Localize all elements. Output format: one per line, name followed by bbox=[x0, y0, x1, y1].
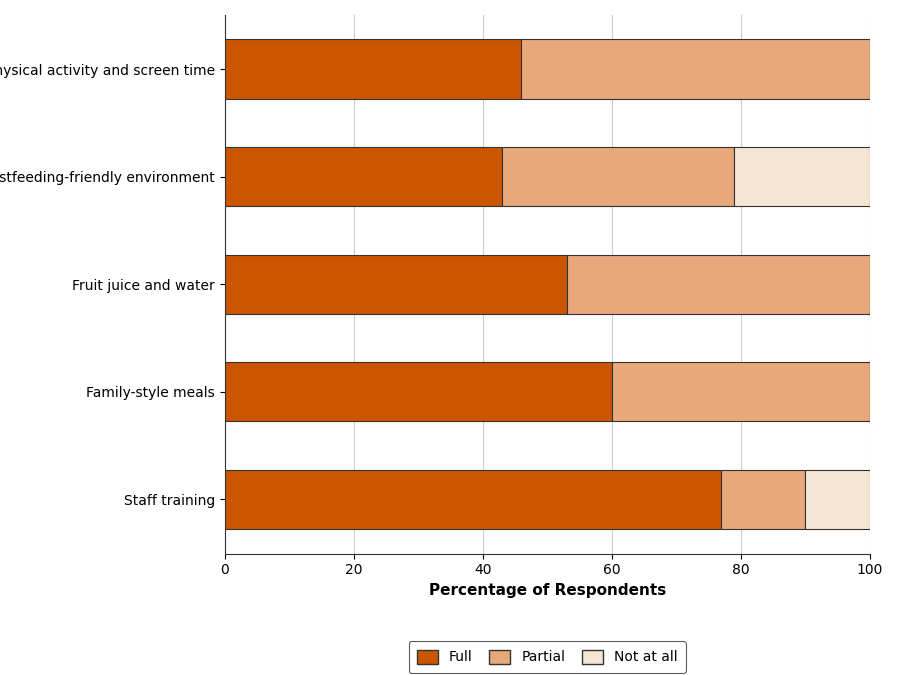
X-axis label: Percentage of Respondents: Percentage of Respondents bbox=[428, 583, 665, 598]
Legend: Full, Partial, Not at all: Full, Partial, Not at all bbox=[409, 641, 686, 673]
Bar bbox=[612, 362, 870, 421]
Bar bbox=[522, 39, 870, 99]
Bar bbox=[224, 470, 721, 529]
Bar bbox=[502, 147, 735, 207]
Bar bbox=[567, 254, 870, 314]
Bar bbox=[224, 362, 612, 421]
Bar bbox=[721, 470, 806, 529]
Bar bbox=[224, 39, 522, 99]
Bar bbox=[224, 254, 567, 314]
Bar bbox=[735, 147, 870, 207]
Bar bbox=[806, 470, 870, 529]
Bar bbox=[224, 147, 502, 207]
